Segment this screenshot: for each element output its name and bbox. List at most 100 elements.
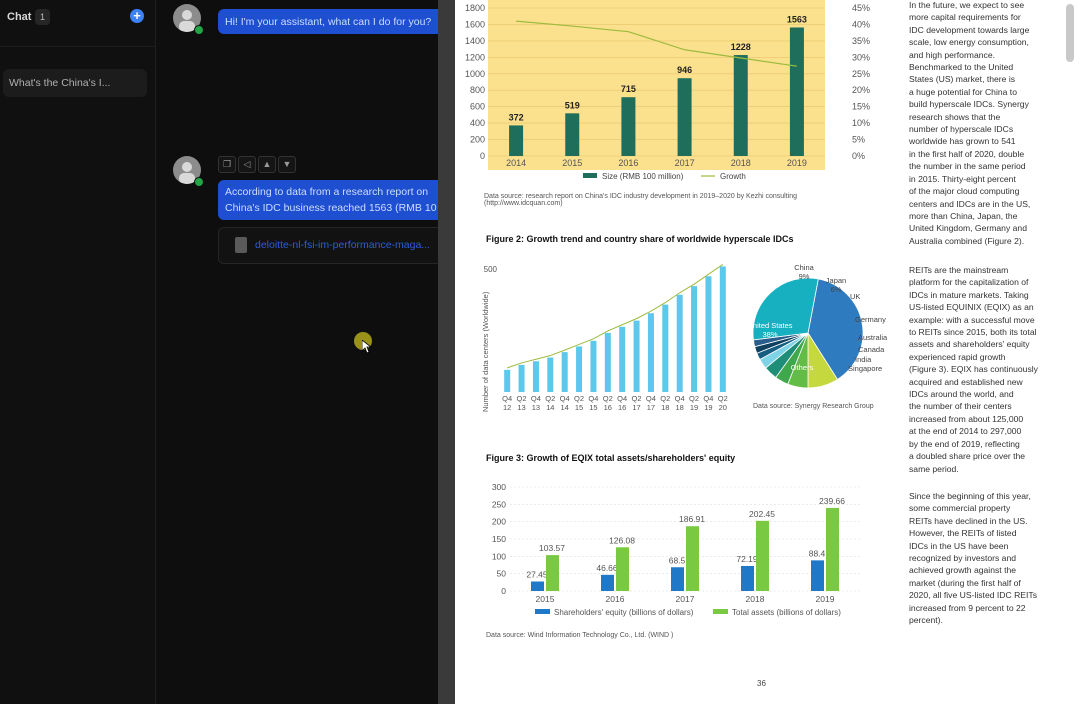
paragraph-line: percent). (909, 615, 943, 626)
x-tick-label: Q4 (617, 394, 627, 403)
y-tick-label: 500 (484, 265, 498, 274)
paragraph-line: in the first half of 2020, double (909, 148, 1025, 159)
x-tick-label: 19 (704, 403, 712, 412)
paragraph-line: market (during the first half of (909, 577, 1021, 588)
x-tick-label: 16 (604, 403, 612, 412)
message-toolbar: ❐ ◁ ▲ ▼ (218, 156, 296, 173)
x-tick-label: 2017 (675, 158, 695, 168)
x-tick-label: 15 (575, 403, 583, 412)
x-tick-label: Q2 (689, 394, 699, 403)
data-label: 103.57 (539, 543, 565, 553)
data-label: 72.19 (736, 554, 758, 564)
data-label: 946 (677, 65, 692, 75)
x-tick-label: 2017 (676, 594, 695, 604)
bar (518, 364, 525, 392)
data-label: 715 (621, 84, 636, 94)
bar (662, 304, 669, 392)
y2-tick-label: 35% (852, 36, 870, 46)
data-label: 239.66 (819, 496, 845, 506)
sidebar-header: Chat 1 + (0, 0, 155, 47)
paragraph-line: increased from about 125,000 (909, 413, 1024, 424)
x-tick-label: 16 (618, 403, 626, 412)
legend-label: Size (RMB 100 million) (602, 172, 684, 181)
bar (504, 369, 511, 392)
bar (691, 286, 698, 392)
assistant-greeting-bubble: Hi! I'm your assistant, what can I do fo… (218, 9, 438, 34)
bar (546, 555, 559, 591)
speaker-icon[interactable]: ◁ (238, 156, 256, 173)
x-tick-label: 13 (517, 403, 525, 412)
paragraph-line: of the major cloud computing (909, 186, 1020, 197)
attachment-link[interactable]: deloitte-nl-fsi-im-performance-maga... (218, 227, 438, 264)
data-label: 46.66 (596, 563, 618, 573)
plus-icon[interactable]: + (130, 9, 144, 23)
scrollbar-thumb[interactable] (1066, 4, 1074, 62)
slice-label: Japan (826, 276, 846, 285)
x-tick-label: 19 (690, 403, 698, 412)
paragraph-line: example: with a successful move (909, 314, 1035, 325)
y-tick-label: 800 (470, 85, 485, 95)
slice-label: United States (747, 321, 792, 330)
bar (604, 332, 611, 392)
bar (633, 320, 640, 392)
y2-tick-label: 0% (852, 151, 865, 161)
slice-label: China (794, 263, 814, 272)
chat-count-badge: 1 (35, 9, 50, 25)
paragraph-line: to REITs since 2015, both its total (909, 327, 1037, 338)
y-tick-label: 300 (492, 482, 506, 492)
data-label: 519 (565, 100, 580, 110)
y-tick-label: 1000 (465, 69, 485, 79)
bar (826, 507, 839, 591)
chart-background (488, 0, 825, 170)
paragraph-reits: REITs are the mainstream platform for the… (909, 264, 1069, 475)
y-tick-label: 200 (470, 135, 485, 145)
x-tick-label: Q4 (531, 394, 541, 403)
sidebar-item-chat[interactable]: What's the China's I... (3, 69, 147, 97)
x-tick-label: 2015 (536, 594, 555, 604)
paragraph-line: some commercial property (909, 503, 1011, 514)
assistant-answer-bubble: According to data from a research report… (218, 180, 438, 220)
paragraph-line: platform for the capitalization of (909, 277, 1029, 288)
y2-tick-label: 10% (852, 118, 870, 128)
x-tick-label: 2016 (606, 594, 625, 604)
answer-line-1: According to data from a research report… (225, 186, 429, 198)
x-tick-label: 17 (647, 403, 655, 412)
bar (676, 294, 683, 392)
legend-swatch (713, 609, 728, 614)
greeting-text: Hi! I'm your assistant, what can I do fo… (225, 16, 432, 28)
mouse-pointer-icon (362, 340, 372, 354)
bar (616, 547, 629, 591)
paragraph-line: centers and IDCs are in the US, (909, 198, 1031, 209)
file-icon (235, 237, 247, 253)
attachment-name[interactable]: deloitte-nl-fsi-im-performance-maga... (255, 239, 431, 251)
slice-label: Canada (858, 345, 885, 354)
bar (719, 266, 726, 392)
thumbs-down-icon[interactable]: ▼ (278, 156, 296, 173)
y2-tick-label: 15% (852, 102, 870, 112)
data-label: 372 (509, 112, 524, 122)
thumbs-up-icon[interactable]: ▲ (258, 156, 276, 173)
panel-divider[interactable] (438, 0, 455, 704)
page-number: 36 (757, 679, 766, 688)
avatar (173, 4, 201, 32)
paragraph-line: (Figure 3). EQIX has continuously (909, 364, 1038, 375)
y-tick-label: 1400 (465, 36, 485, 46)
bar (705, 276, 712, 392)
paragraph-line: more capital requirements for (909, 12, 1021, 23)
y-tick-label: 1200 (465, 52, 485, 62)
x-tick-label: 2015 (562, 158, 582, 168)
bar (601, 574, 614, 591)
x-tick-label: 2014 (506, 158, 526, 168)
x-tick-label: Q4 (675, 394, 685, 403)
y-axis-label: Number of data centers (Worldwide) (481, 291, 490, 412)
paragraph-line: IDCs in mature markets. Taking (909, 289, 1029, 300)
trend-line (507, 264, 724, 369)
y2-tick-label: 45% (852, 3, 870, 13)
slice-label: 9% (799, 272, 810, 281)
paragraph-line: by the end of 2019, reflecting (909, 438, 1020, 449)
paragraph-line: at the end of 2014 to 297,000 (909, 426, 1022, 437)
y2-tick-label: 40% (852, 19, 870, 29)
paragraph-line: increased from 9 percent to 22 (909, 602, 1026, 613)
x-tick-label: 18 (676, 403, 684, 412)
copy-icon[interactable]: ❐ (218, 156, 236, 173)
